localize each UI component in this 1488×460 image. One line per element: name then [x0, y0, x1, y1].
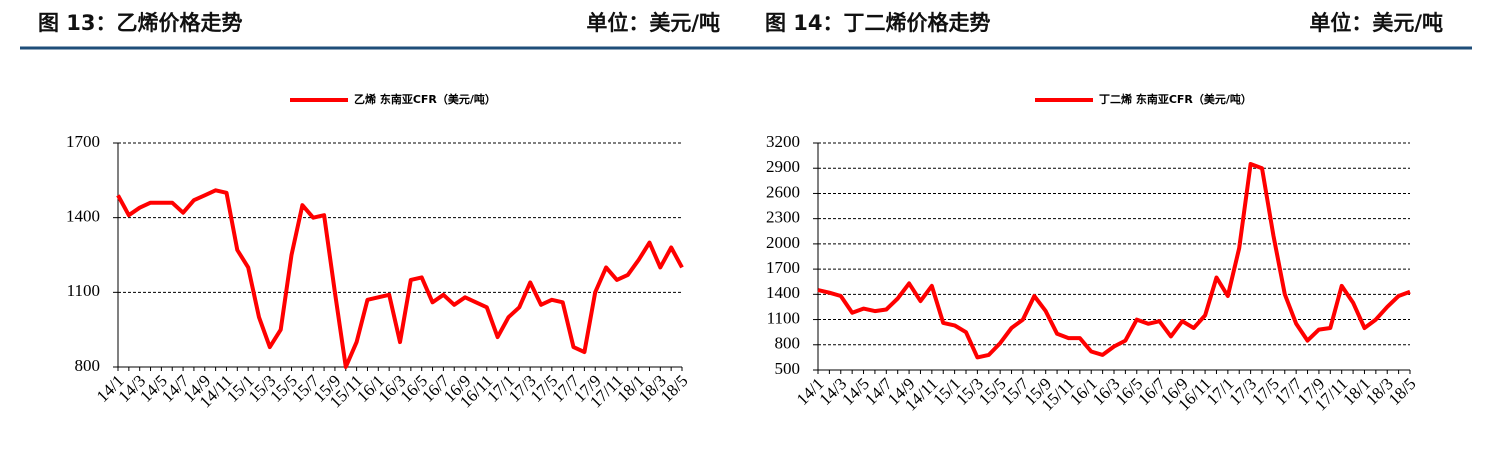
- y-tick-label: 1400: [766, 283, 800, 302]
- y-tick-label: 800: [775, 334, 801, 353]
- y-tick-label: 2600: [766, 182, 800, 201]
- y-tick-label: 3200: [766, 132, 800, 151]
- data-line: [817, 162, 1411, 360]
- legend-label: 丁二烯 东南亚CFR（美元/吨）: [1099, 92, 1252, 106]
- chart-title: 图 13：乙烯价格走势: [38, 11, 243, 35]
- y-tick-label: 1700: [766, 258, 800, 277]
- y-tick-label: 800: [75, 356, 101, 375]
- y-tick-label: 1100: [767, 308, 800, 327]
- y-tick-label: 1100: [67, 281, 100, 300]
- y-tick-label: 1400: [66, 207, 100, 226]
- data-line: [116, 188, 684, 369]
- unit-label: 单位：美元/吨: [1309, 11, 1443, 35]
- y-tick-label: 2900: [766, 157, 800, 176]
- chart-title: 图 14：丁二烯价格走势: [765, 11, 991, 35]
- unit-label: 单位：美元/吨: [586, 11, 720, 35]
- y-tick-label: 2300: [766, 208, 800, 227]
- y-tick-label: 2000: [766, 233, 800, 252]
- y-tick-label: 1700: [66, 132, 100, 151]
- y-tick-label: 500: [775, 359, 801, 378]
- legend-label: 乙烯 东南亚CFR（美元/吨）: [354, 92, 496, 106]
